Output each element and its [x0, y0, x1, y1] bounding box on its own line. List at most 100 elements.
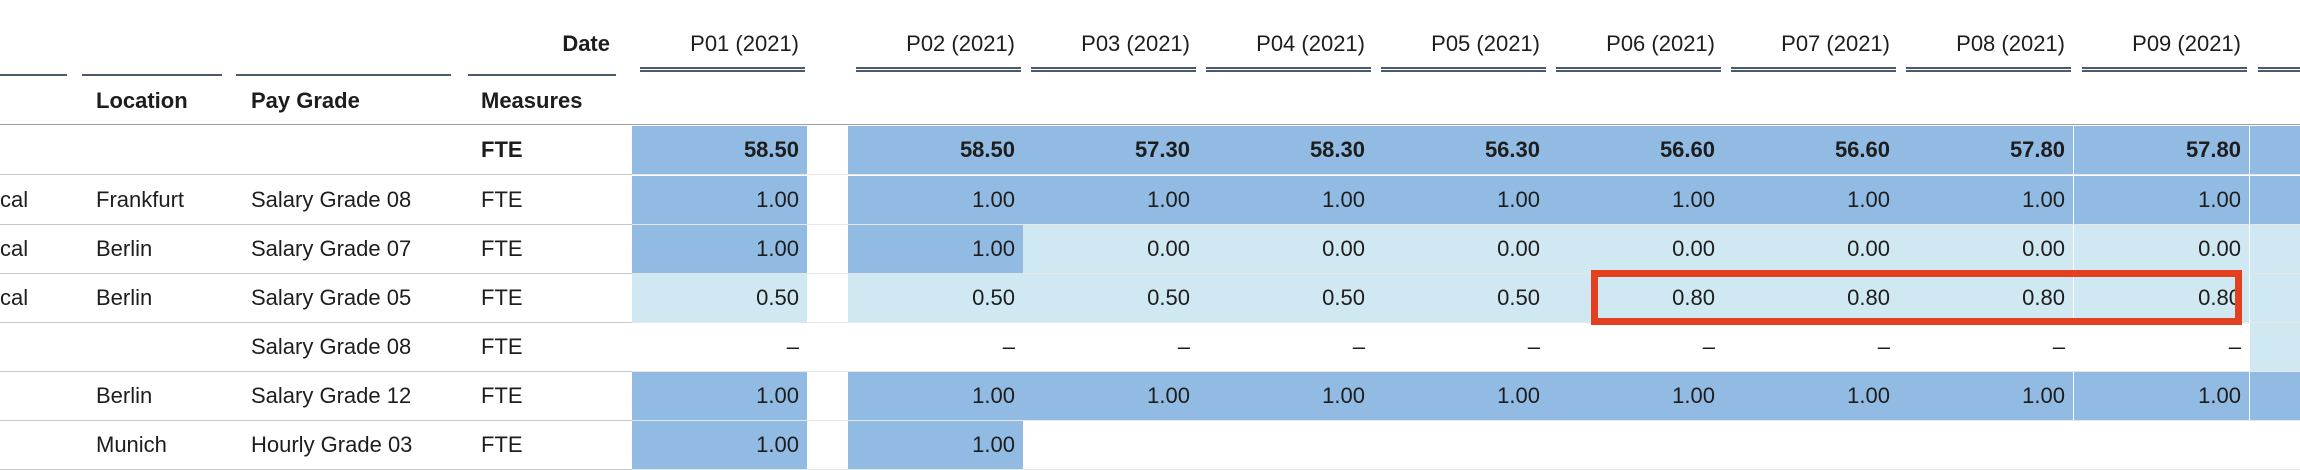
value-cell-text: 57.80 — [2185, 137, 2241, 162]
value-cell[interactable]: 56.60 — [1548, 126, 1723, 174]
value-cell[interactable]: 57.80 — [2074, 126, 2249, 174]
value-cell[interactable]: 0.00 — [1898, 225, 2073, 273]
value-cell[interactable] — [2250, 323, 2300, 371]
period-header-2[interactable]: P02 (2021) — [906, 31, 1015, 56]
value-cell[interactable]: 1.00 — [1548, 372, 1723, 420]
row-pay-grade: Salary Grade 07 — [251, 236, 412, 261]
value-cell[interactable]: – — [1723, 323, 1898, 371]
value-cell[interactable]: – — [1023, 323, 1198, 371]
value-cell[interactable]: – — [2074, 323, 2249, 371]
period-header-7[interactable]: P07 (2021) — [1781, 31, 1890, 56]
value-cell[interactable] — [2250, 126, 2300, 174]
period-header-8[interactable]: P08 (2021) — [1956, 31, 2065, 56]
date-label: Date — [562, 31, 610, 56]
location-header[interactable]: Location — [96, 88, 188, 113]
period-header-9[interactable]: P09 (2021) — [2132, 31, 2241, 56]
value-cell[interactable]: 1.00 — [2074, 372, 2249, 420]
value-cell[interactable]: 1.00 — [848, 372, 1023, 420]
value-cell[interactable]: – — [1373, 323, 1548, 371]
value-cell[interactable]: – — [1898, 323, 2073, 371]
value-cell[interactable]: 58.50 — [848, 126, 1023, 174]
value-cell[interactable]: 0.50 — [1373, 274, 1548, 322]
value-cell[interactable]: 0.50 — [632, 274, 807, 322]
value-cell[interactable]: 1.00 — [848, 225, 1023, 273]
value-cell[interactable] — [2250, 225, 2300, 273]
value-cell-text: – — [1352, 334, 1365, 359]
period-header-6[interactable]: P06 (2021) — [1606, 31, 1715, 56]
value-cell[interactable] — [1198, 421, 1373, 469]
value-cell-text: 1.00 — [972, 432, 1015, 457]
value-cell[interactable]: 1.00 — [1548, 176, 1723, 224]
value-cell[interactable]: 1.00 — [1198, 176, 1373, 224]
value-cell[interactable]: – — [632, 323, 807, 371]
value-cell[interactable]: 0.80 — [1723, 274, 1898, 322]
value-cell[interactable]: 1.00 — [1898, 176, 2073, 224]
row-measure: FTE — [481, 334, 523, 359]
value-cell[interactable]: 1.00 — [1373, 176, 1548, 224]
value-cell[interactable]: 0.50 — [1198, 274, 1373, 322]
value-cell[interactable]: – — [1198, 323, 1373, 371]
value-cell[interactable]: – — [1548, 323, 1723, 371]
period-header-3[interactable]: P03 (2021) — [1081, 31, 1190, 56]
value-cell[interactable]: 1.00 — [1373, 372, 1548, 420]
value-cell[interactable] — [2250, 421, 2300, 469]
value-cell[interactable]: 1.00 — [2074, 176, 2249, 224]
value-cell-text: 57.80 — [2009, 137, 2065, 162]
value-cell[interactable]: 1.00 — [1723, 176, 1898, 224]
value-cell[interactable]: 1.00 — [1198, 372, 1373, 420]
value-cell[interactable]: 1.00 — [848, 421, 1023, 469]
value-cell-text: 1.00 — [756, 383, 799, 408]
value-cell[interactable]: 0.50 — [1023, 274, 1198, 322]
value-cell[interactable]: 1.00 — [1723, 372, 1898, 420]
value-cell[interactable] — [2250, 372, 2300, 420]
measures-header[interactable]: Measures — [481, 88, 583, 113]
pay-grade-header[interactable]: Pay Grade — [251, 88, 360, 113]
period-header-4[interactable]: P04 (2021) — [1256, 31, 1365, 56]
value-cell[interactable]: 1.00 — [632, 372, 807, 420]
value-cell[interactable] — [1373, 421, 1548, 469]
value-cell[interactable]: – — [848, 323, 1023, 371]
value-cell[interactable] — [1723, 421, 1898, 469]
value-cell[interactable]: 0.00 — [1373, 225, 1548, 273]
row-location: Munich — [96, 432, 167, 457]
period-header-underline — [1906, 67, 2071, 72]
value-cell[interactable]: 0.00 — [2074, 225, 2249, 273]
value-cell[interactable]: 1.00 — [1023, 372, 1198, 420]
value-cell[interactable]: 0.00 — [1723, 225, 1898, 273]
value-cell[interactable] — [2250, 274, 2300, 322]
value-cell[interactable]: 0.00 — [1548, 225, 1723, 273]
value-cell[interactable]: 0.00 — [1023, 225, 1198, 273]
period-header-10[interactable]: P1 — [2250, 31, 2300, 57]
value-cell[interactable]: 0.00 — [1198, 225, 1373, 273]
period-header-5[interactable]: P05 (2021) — [1431, 31, 1540, 56]
value-cell-text: 0.80 — [1847, 285, 1890, 310]
value-cell[interactable]: 1.00 — [848, 176, 1023, 224]
value-cell[interactable]: 57.30 — [1023, 126, 1198, 174]
value-cell[interactable]: 0.50 — [848, 274, 1023, 322]
row-separator — [632, 322, 2300, 323]
value-cell[interactable] — [2074, 421, 2249, 469]
value-cell[interactable] — [1898, 421, 2073, 469]
row-location: Berlin — [96, 383, 153, 408]
value-cell[interactable] — [1548, 421, 1723, 469]
value-cell-text: 57.30 — [1134, 137, 1190, 162]
period-header-1[interactable]: P01 (2021) — [690, 31, 799, 56]
value-cell-text: 0.50 — [756, 285, 799, 310]
value-cell[interactable]: 56.60 — [1723, 126, 1898, 174]
value-cell[interactable]: 58.30 — [1198, 126, 1373, 174]
value-cell[interactable]: 0.80 — [2074, 274, 2249, 322]
value-cell[interactable] — [1023, 421, 1198, 469]
row-separator — [0, 322, 632, 323]
value-cell[interactable] — [2250, 176, 2300, 224]
value-cell[interactable]: 56.30 — [1373, 126, 1548, 174]
value-cell[interactable]: 1.00 — [1023, 176, 1198, 224]
value-cell[interactable]: 57.80 — [1898, 126, 2073, 174]
row-measure: FTE — [481, 383, 523, 408]
value-cell[interactable]: 1.00 — [632, 225, 807, 273]
value-cell[interactable]: 1.00 — [1898, 372, 2073, 420]
value-cell[interactable]: 0.80 — [1898, 274, 2073, 322]
value-cell[interactable]: 0.80 — [1548, 274, 1723, 322]
value-cell[interactable]: 1.00 — [632, 421, 807, 469]
value-cell[interactable]: 1.00 — [632, 176, 807, 224]
value-cell[interactable]: 58.50 — [632, 126, 807, 174]
